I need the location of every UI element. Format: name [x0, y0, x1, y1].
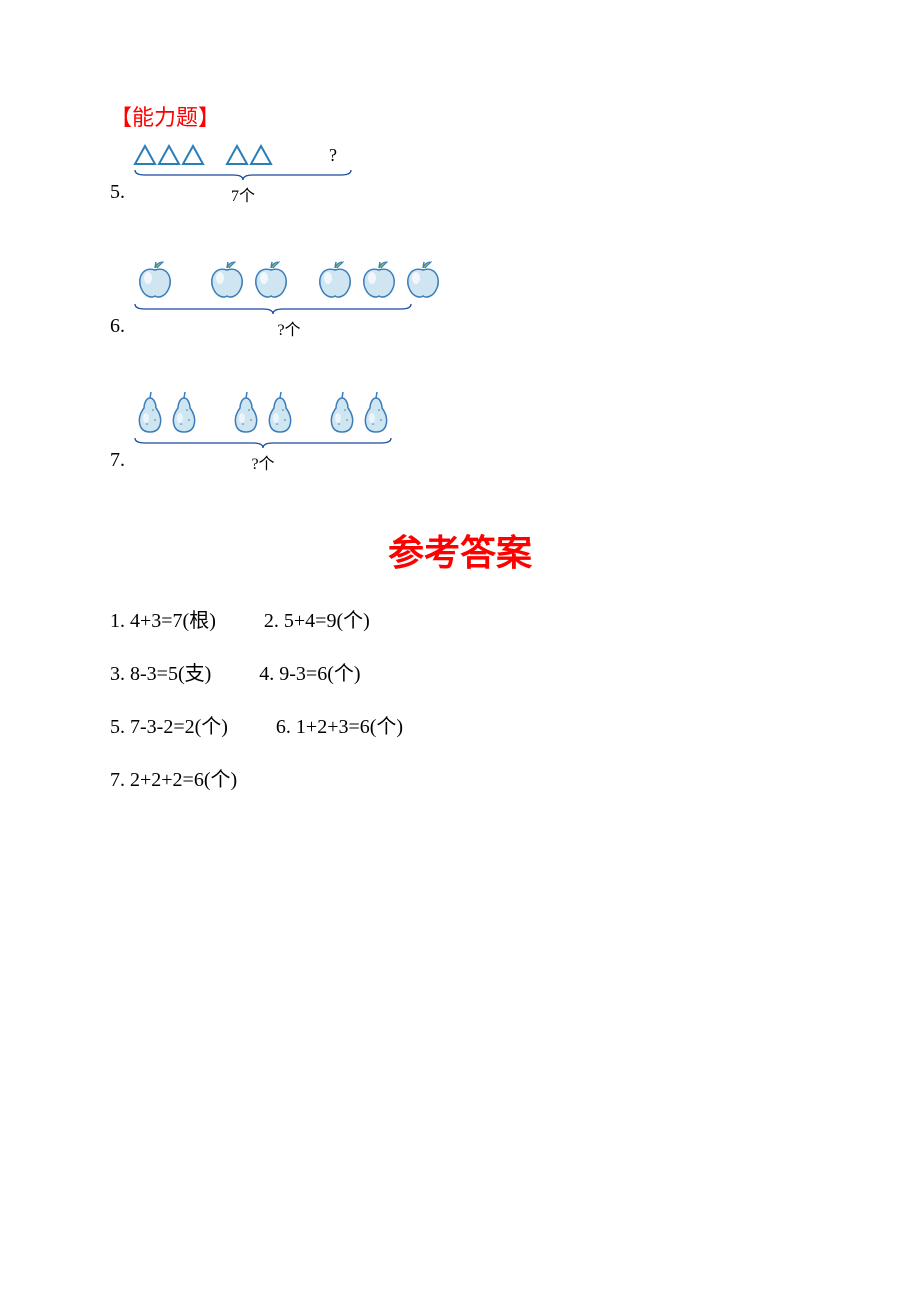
problem-5-number: 5. [110, 181, 125, 206]
pear-row [133, 390, 393, 434]
brace-7: ?个 [133, 436, 393, 474]
pear-icon [229, 390, 263, 434]
brace-5: 7个 [133, 168, 353, 206]
triangle-icon [225, 144, 249, 166]
pear-icon [359, 390, 393, 434]
apple-icon [205, 256, 249, 300]
triangle-icon [181, 144, 205, 166]
triangle-row: ? [133, 144, 353, 166]
problem-7-diagram: ?个 [133, 390, 393, 474]
answer-1b: 2. 5+4=9(个) [264, 610, 370, 632]
problem-6: 6. ?个 [110, 256, 810, 340]
brace-5-label: 7个 [133, 182, 353, 206]
pear-icon [167, 390, 201, 434]
apple-row [133, 256, 445, 300]
apple-icon [133, 256, 177, 300]
answer-3b: 6. 1+2+3=6(个) [276, 716, 403, 738]
problem-6-number: 6. [110, 315, 125, 340]
brace-6-label: ?个 [133, 316, 445, 340]
question-mark: ? [329, 145, 337, 166]
apple-icon [401, 256, 445, 300]
pear-icon [263, 390, 297, 434]
pear-icon [325, 390, 359, 434]
problem-5: 5. ? 7个 [110, 144, 810, 206]
apple-icon [249, 256, 293, 300]
triangle-icon [249, 144, 273, 166]
answer-line-2: 3. 8-3=5(支) 4. 9-3=6(个) [110, 657, 810, 686]
apple-icon [313, 256, 357, 300]
answer-line-3: 5. 7-3-2=2(个) 6. 1+2+3=6(个) [110, 710, 810, 739]
problem-7-number: 7. [110, 449, 125, 474]
brace-7-label: ?个 [133, 450, 393, 474]
pear-icon [133, 390, 167, 434]
problem-5-diagram: ? 7个 [133, 144, 353, 206]
brace-6: ?个 [133, 302, 445, 340]
answer-2a: 3. 8-3=5(支) [110, 663, 211, 685]
apple-icon [357, 256, 401, 300]
triangle-icon [157, 144, 181, 166]
answer-2b: 4. 9-3=6(个) [259, 663, 360, 685]
answer-4a: 7. 2+2+2=6(个) [110, 769, 237, 791]
section-header: 【能力题】 [110, 100, 810, 132]
answer-line-1: 1. 4+3=7(根) 2. 5+4=9(个) [110, 604, 810, 633]
triangle-icon [133, 144, 157, 166]
problem-7: 7. ?个 [110, 390, 810, 474]
answer-1a: 1. 4+3=7(根) [110, 610, 216, 632]
problem-6-diagram: ?个 [133, 256, 445, 340]
answer-line-4: 7. 2+2+2=6(个) [110, 763, 810, 792]
answers-title: 参考答案 [110, 524, 810, 576]
answer-3a: 5. 7-3-2=2(个) [110, 716, 228, 738]
